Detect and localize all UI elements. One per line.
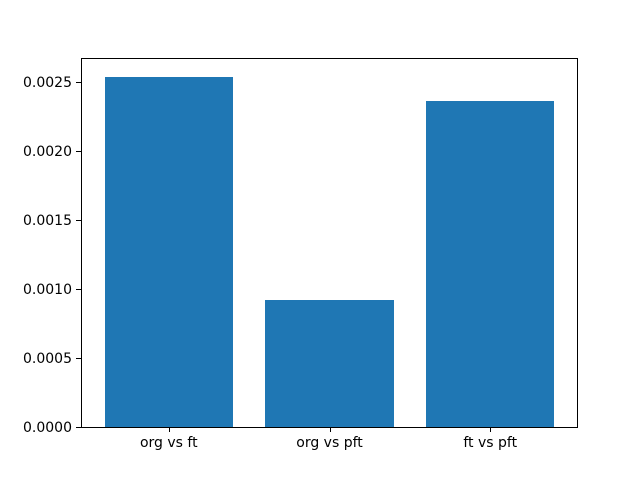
y-tick-label: 0.0005 — [23, 350, 72, 367]
y-tick-mark — [76, 289, 81, 291]
x-tick-mark — [168, 427, 170, 432]
bar-org-vs-pft — [265, 300, 394, 427]
y-tick-label: 0.0020 — [23, 143, 72, 160]
y-tick-mark — [76, 151, 81, 153]
y-tick-label: 0.0025 — [23, 74, 72, 91]
bar-org-vs-ft — [104, 76, 234, 427]
plot-area — [81, 58, 578, 428]
y-tick-mark — [76, 358, 81, 359]
x-tick-label: org vs ft — [139, 435, 198, 451]
y-tick-mark — [76, 427, 81, 428]
x-tick-mark — [329, 427, 331, 432]
y-tick-mark — [76, 220, 81, 222]
y-tick-mark — [76, 82, 81, 84]
x-tick-label: ft vs pft — [463, 435, 518, 451]
x-tick-label: org vs pft — [296, 435, 363, 451]
y-tick-label: 0.0015 — [23, 212, 72, 229]
x-tick-mark — [490, 427, 492, 432]
bar-ft-vs-pft — [425, 101, 555, 427]
y-tick-label: 0.0010 — [23, 281, 72, 298]
y-tick-label: 0.0000 — [23, 419, 72, 436]
